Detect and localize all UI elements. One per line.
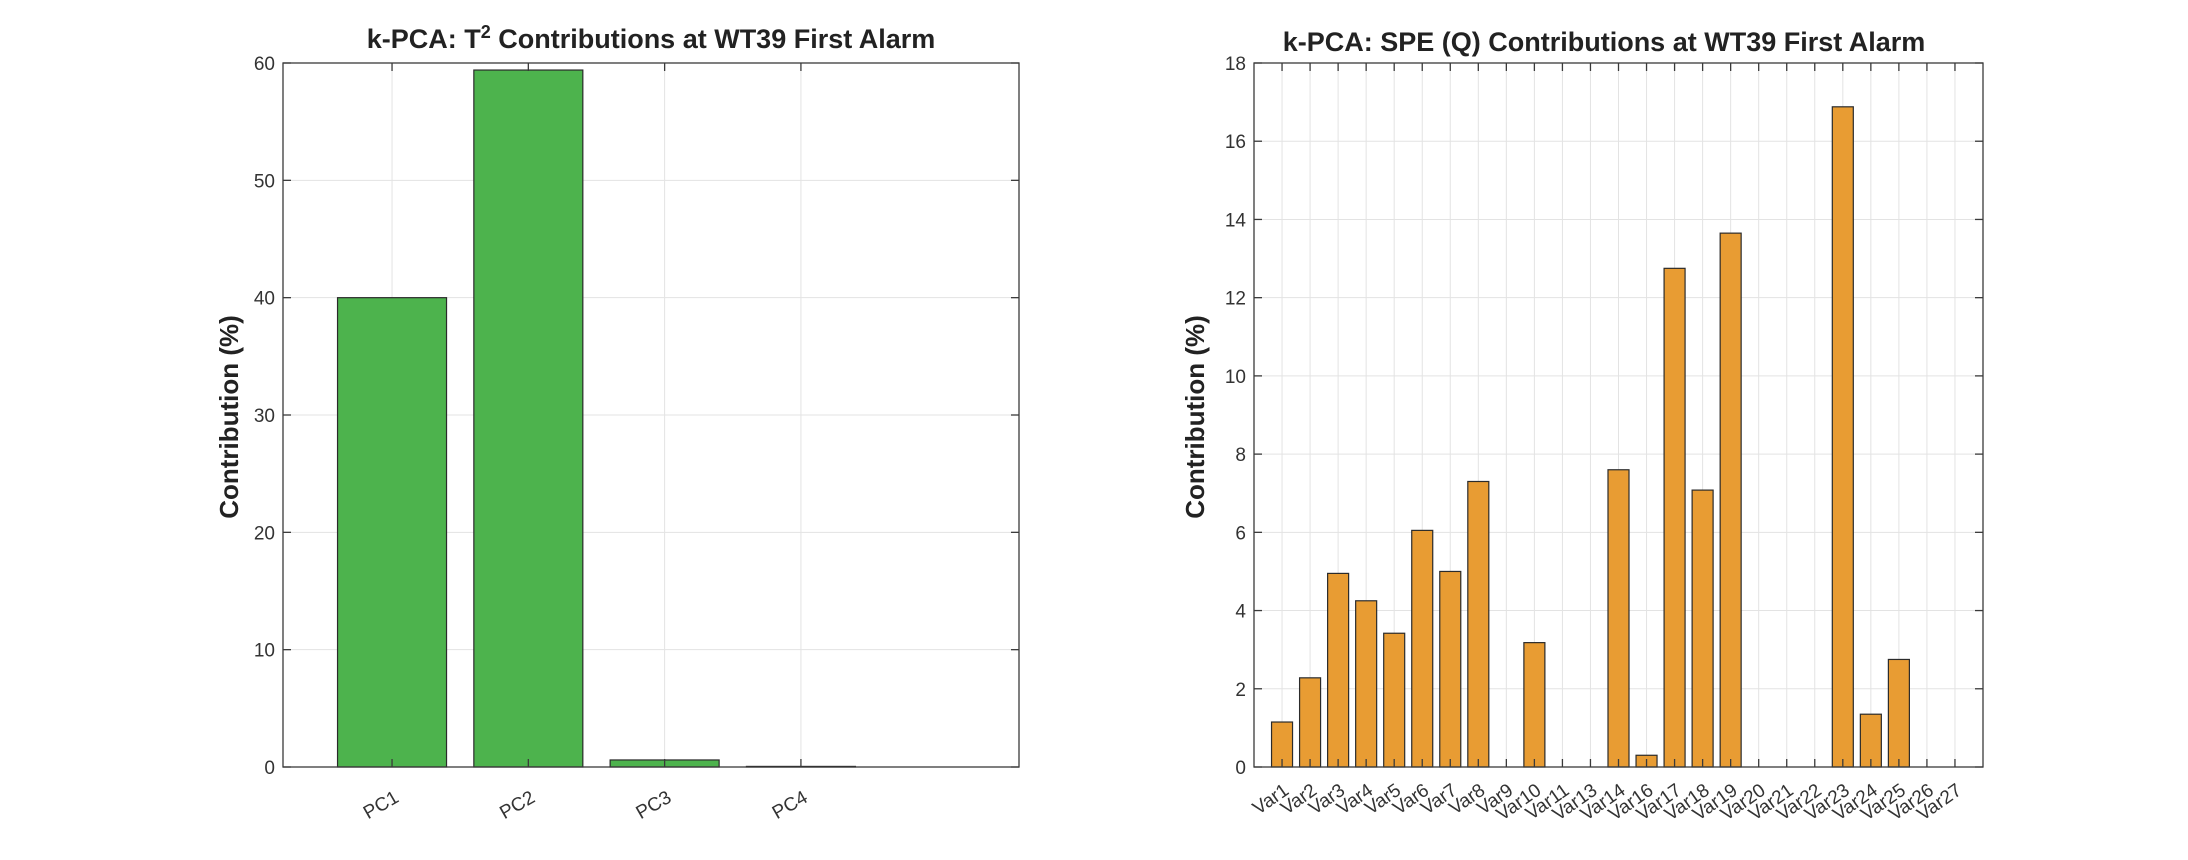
y-tick-label: 4 — [1235, 602, 1246, 623]
plot-frame — [282, 62, 1020, 768]
title-part-2: Contributions at WT39 First Alarm — [491, 24, 936, 54]
y-tick-label: 0 — [264, 758, 275, 779]
y-tick-label: 8 — [1235, 445, 1246, 466]
y-tick-label: 20 — [254, 523, 275, 544]
bar-var18 — [1691, 489, 1714, 768]
y-tick-label: 10 — [1225, 367, 1246, 388]
plot-frame — [1253, 62, 1984, 768]
title-superscript: 2 — [481, 22, 491, 42]
bar-var7 — [1439, 570, 1462, 768]
bar-pc2 — [473, 69, 584, 768]
y-tick-label: 40 — [254, 289, 275, 310]
title-part-1: k-PCA: T — [367, 24, 482, 54]
bar-var17 — [1663, 267, 1686, 768]
y-tick-label: 14 — [1225, 210, 1247, 231]
y-tick-label: 60 — [254, 54, 275, 75]
y-tick-label: 2 — [1235, 680, 1246, 701]
bar-var2 — [1298, 677, 1322, 768]
y-tick-label: 18 — [1225, 54, 1246, 75]
y-tick-label: 30 — [254, 406, 275, 427]
bar-var8 — [1467, 480, 1490, 768]
bar-var23 — [1831, 106, 1854, 768]
y-axis-label: Contribution (%) — [214, 315, 244, 519]
y-tick-label: 12 — [1225, 289, 1246, 310]
t2-contribution-chart: k-PCA: T2 Contributions at WT39 First Al… — [214, 22, 1020, 824]
bar-var6 — [1411, 529, 1434, 768]
y-tick-label: 6 — [1235, 523, 1246, 544]
bar-var25 — [1887, 658, 1910, 768]
bar-var4 — [1355, 600, 1378, 768]
chart-title: k-PCA: T2 Contributions at WT39 First Al… — [367, 22, 936, 54]
bar-var14 — [1607, 469, 1630, 768]
spe-contribution-chart: k-PCA: SPE (Q) Contributions at WT39 Fir… — [1180, 27, 1984, 825]
y-tick-label: 0 — [1235, 758, 1246, 779]
bar-pc1 — [336, 297, 448, 768]
chart-title: k-PCA: SPE (Q) Contributions at WT39 Fir… — [1283, 27, 1926, 57]
bar-var3 — [1327, 572, 1350, 768]
y-tick-label: 50 — [254, 171, 275, 192]
bar-var19 — [1719, 232, 1742, 768]
y-tick-label: 10 — [254, 641, 275, 662]
y-tick-label: 16 — [1225, 132, 1246, 153]
bar-var10 — [1523, 642, 1546, 768]
bar-var5 — [1383, 632, 1406, 768]
y-axis-label: Contribution (%) — [1180, 315, 1210, 519]
